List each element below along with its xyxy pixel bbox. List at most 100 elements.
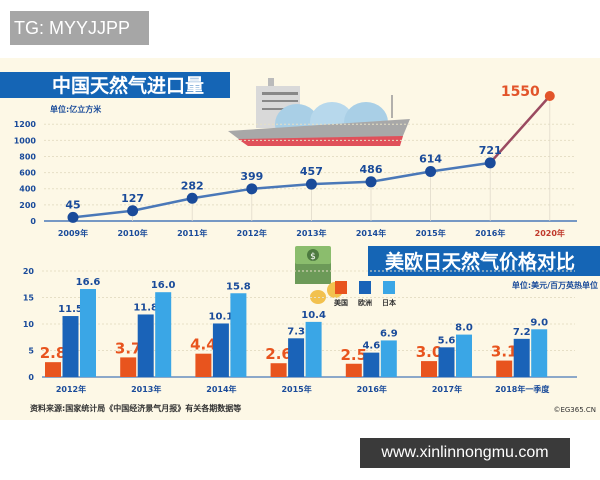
- bar-value-label: 11.8: [133, 302, 158, 313]
- watermark-bottom: www.xinlinnongmu.com: [360, 438, 570, 468]
- bar-value-label: 10.4: [301, 310, 326, 321]
- line-segment: [192, 187, 252, 200]
- x-tick-label: 2017年: [432, 384, 462, 394]
- bar-value-label: 7.2: [513, 327, 531, 338]
- x-tick-label: 2009年: [58, 228, 88, 238]
- data-label: 282: [181, 179, 204, 192]
- bar-value-label: 4.4: [190, 336, 217, 354]
- line-segment: [489, 95, 551, 164]
- data-point: [365, 176, 377, 188]
- bar: [120, 357, 137, 377]
- x-tick-label: 2011年: [177, 228, 207, 238]
- y-tick-label: 15: [23, 294, 35, 303]
- line-chart-unit: 单位:亿立方米: [50, 104, 102, 114]
- bar-value-label: 3.0: [416, 343, 443, 361]
- bar-value-label: 8.0: [455, 323, 473, 334]
- bar: [288, 338, 305, 377]
- legend-swatch: [383, 281, 395, 294]
- bar-value-label: 10.1: [209, 311, 234, 322]
- data-point: [425, 165, 437, 177]
- line-segment: [311, 180, 372, 186]
- y-tick-label: 0: [28, 373, 34, 382]
- bar-value-label: 3.1: [491, 343, 518, 361]
- bar: [230, 293, 247, 377]
- bar-value-label: 16.6: [76, 277, 101, 288]
- line-chart-title: 中国天然气进口量: [52, 74, 204, 97]
- x-tick-label: 2013年: [296, 228, 326, 238]
- bar: [45, 362, 61, 377]
- x-tick-label: 2013年: [131, 384, 161, 394]
- svg-text:$: $: [310, 252, 316, 262]
- source-note: 资料来源:国家统计局《中国经济景气月报》有关各期数据等: [30, 403, 241, 413]
- bar-value-label: 2.8: [40, 344, 67, 362]
- legend-label: 欧洲: [358, 298, 372, 307]
- y-tick-label: 400: [19, 185, 36, 194]
- data-point: [246, 183, 258, 195]
- line-segment: [251, 182, 312, 191]
- line-title-bar: [0, 72, 230, 98]
- data-point: [305, 178, 317, 190]
- bar-value-label: 4.6: [362, 341, 380, 352]
- data-label: 721: [479, 144, 502, 157]
- x-tick-label: 2014年: [206, 384, 236, 394]
- bar-value-label: 15.8: [226, 281, 251, 292]
- x-tick-label: 2020年: [535, 228, 565, 238]
- bar: [305, 321, 322, 377]
- data-point: [67, 211, 79, 223]
- bar: [456, 334, 472, 377]
- bar-value-label: 5.6: [438, 335, 456, 346]
- y-tick-label: 0: [30, 217, 36, 226]
- x-tick-label: 2018年一季度: [495, 384, 550, 394]
- y-tick-label: 800: [19, 152, 36, 161]
- bar-value-label: 6.9: [380, 328, 398, 339]
- y-tick-label: 1000: [14, 136, 37, 145]
- line-segment: [72, 209, 133, 219]
- legend-label: 美国: [334, 298, 348, 307]
- bar-value-label: 2.5: [341, 346, 368, 364]
- lng-ship-illustration: [228, 78, 410, 146]
- bar: [270, 363, 287, 377]
- bar-chart-title: 美欧日天然气价格对比: [385, 250, 575, 273]
- y-tick-label: 1200: [14, 120, 37, 129]
- x-tick-label: 2016年: [475, 228, 505, 238]
- bar: [421, 361, 437, 377]
- data-label: 614: [419, 152, 442, 165]
- y-tick-label: 5: [28, 347, 34, 356]
- x-tick-label: 2015年: [415, 228, 445, 238]
- bar-value-label: 7.3: [287, 326, 305, 337]
- legend-swatch: [359, 281, 371, 294]
- x-tick-label: 2016年: [357, 384, 387, 394]
- data-label: 457: [300, 165, 323, 178]
- bar: [380, 340, 397, 377]
- line-segment: [370, 170, 431, 184]
- data-label: 486: [360, 163, 383, 176]
- bar: [496, 360, 513, 377]
- bar-value-label: 9.0: [530, 317, 548, 328]
- money-icon: $: [295, 246, 343, 304]
- line-segment: [430, 161, 491, 173]
- bar-value-label: 2.6: [265, 345, 292, 363]
- x-tick-label: 2010年: [117, 228, 147, 238]
- data-point: [186, 192, 198, 204]
- bar: [345, 363, 362, 377]
- bar: [438, 347, 455, 377]
- bar-value-label: 16.0: [151, 280, 176, 291]
- legend-swatch: [335, 281, 347, 294]
- x-tick-label: 2014年: [356, 228, 386, 238]
- x-tick-label: 2012年: [237, 228, 267, 238]
- line-segment: [132, 197, 193, 212]
- bar-value-label: 11.5: [58, 304, 83, 315]
- bar-chart-unit: 单位:美元/百万英热单位: [512, 280, 598, 290]
- bar: [155, 292, 172, 377]
- bar-value-label: 3.7: [115, 339, 142, 357]
- bar: [531, 329, 548, 377]
- watermark-top: TG: MYYJJPP: [10, 11, 149, 45]
- data-point: [544, 91, 555, 101]
- legend-label: 日本: [382, 298, 396, 307]
- data-label: 127: [121, 192, 144, 205]
- x-tick-label: 2012年: [56, 384, 86, 394]
- data-label: 1550: [501, 84, 540, 100]
- bar: [137, 314, 154, 377]
- credit: ©EG365.CN: [553, 406, 596, 414]
